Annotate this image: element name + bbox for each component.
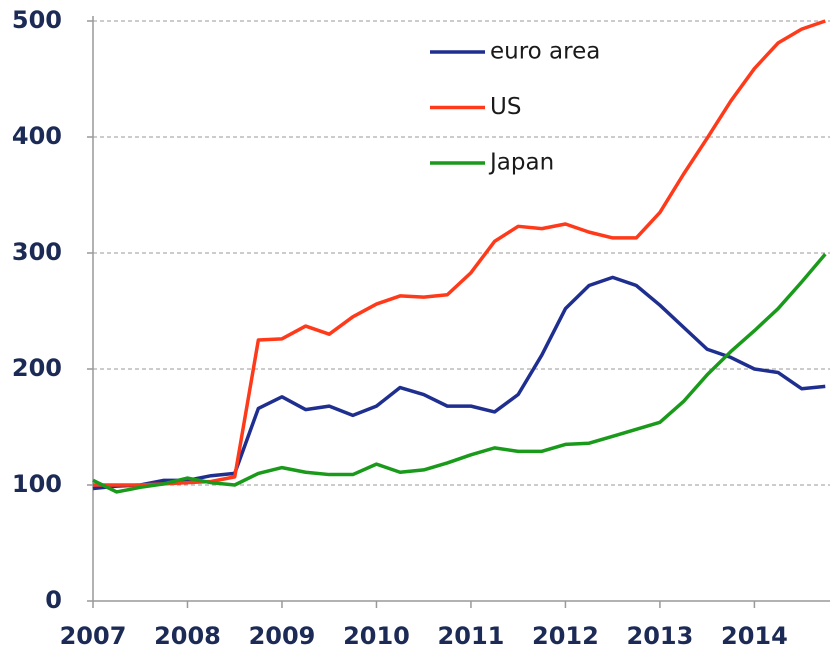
series-line xyxy=(93,19,826,487)
x-tick-label: 2012 xyxy=(532,622,599,650)
x-tick-label: 2007 xyxy=(60,622,127,650)
x-tick-label: 2008 xyxy=(154,622,221,650)
legend-label: US xyxy=(490,94,521,120)
y-tick-label: 0 xyxy=(45,586,62,614)
series-line xyxy=(92,275,826,491)
legend-label: Japan xyxy=(488,150,554,176)
series-line xyxy=(92,253,827,494)
y-tick-label: 400 xyxy=(12,122,62,150)
x-tick-label: 2010 xyxy=(343,622,410,650)
y-tick-label: 200 xyxy=(12,354,62,382)
y-tick-label: 500 xyxy=(12,6,62,34)
x-tick-label: 2009 xyxy=(249,622,316,650)
x-tick-label: 2013 xyxy=(627,622,694,650)
y-tick-label: 100 xyxy=(12,470,62,498)
legend-label: euro area xyxy=(490,39,600,65)
x-tick-label: 2014 xyxy=(721,622,788,650)
x-tick-label: 2011 xyxy=(438,622,505,650)
y-tick-label: 300 xyxy=(12,238,62,266)
